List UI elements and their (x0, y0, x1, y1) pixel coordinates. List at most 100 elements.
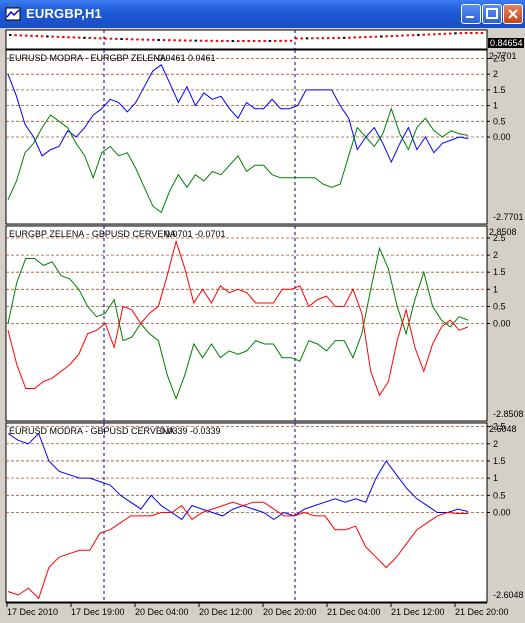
window-title: EURGBP,H1 (26, 6, 102, 21)
time-label: 20 Dec 20:00 (263, 607, 317, 617)
price-bar (327, 37, 330, 40)
price-bar (369, 35, 372, 38)
price-bar (236, 39, 240, 42)
axis-tick-label: 0.5 (493, 301, 506, 311)
chart-canvas[interactable]: 0.84654 EURUSD MODRA - EURGBP ZELENA-0.0… (0, 28, 525, 623)
time-label: 21 Dec 20:00 (455, 607, 509, 617)
series-line-2 (7, 501, 468, 600)
price-bar (406, 34, 409, 37)
price-bar (422, 33, 425, 36)
price-bar (395, 34, 399, 37)
axis-min-label: -2.7701 (493, 212, 524, 222)
price-bar (475, 32, 478, 34)
minimize-icon (466, 16, 474, 18)
price-bar (35, 35, 38, 38)
price-bar (231, 39, 235, 42)
price-bar (210, 39, 213, 42)
axis-tick-label: 0.00 (493, 319, 511, 329)
close-button[interactable] (503, 4, 523, 24)
price-bar (380, 35, 383, 38)
price-bar (93, 37, 97, 40)
price-bar (141, 38, 144, 41)
axis-min-label: -2.8508 (493, 409, 524, 419)
price-bar (321, 37, 325, 40)
price-panel[interactable] (5, 29, 488, 50)
series-line-2 (7, 107, 469, 214)
maximize-button[interactable] (482, 4, 502, 24)
price-bar (284, 39, 288, 42)
series-line-2 (7, 239, 469, 397)
price-bar (268, 39, 272, 42)
axis-tick-label: 1 (493, 473, 498, 483)
time-label: 17 Dec 19:00 (71, 607, 125, 617)
price-bar (385, 35, 388, 38)
price-bar (178, 39, 182, 42)
series-line-1 (7, 432, 469, 521)
axis-tick-label: 0.5 (493, 490, 506, 500)
axis-tick-label: 2.5 (493, 53, 506, 63)
price-bar (443, 32, 447, 35)
price-bar (353, 36, 356, 39)
axis-max-label: 2.7701 (489, 51, 517, 61)
current-price-label: 0.84654 (490, 38, 523, 48)
price-bar (348, 36, 351, 39)
price-bar (46, 35, 49, 38)
price-bar (146, 38, 150, 41)
time-label: 21 Dec 04:00 (327, 607, 381, 617)
price-bar (72, 36, 76, 39)
price-bar (417, 33, 420, 36)
price-bar (194, 39, 197, 42)
price-bar (459, 32, 462, 35)
price-bar (300, 37, 303, 40)
price-bar (120, 38, 123, 41)
price-bar (30, 34, 33, 37)
maximize-icon (486, 8, 498, 19)
title-bar[interactable]: EURGBP,H1 (0, 0, 525, 28)
price-bar (438, 33, 441, 36)
price-bar (263, 39, 266, 42)
price-bar (24, 34, 28, 37)
panel-title: EURUSD MODRA - GBPUSD CERVENA (9, 426, 174, 436)
price-bar (305, 37, 309, 40)
price-bar (125, 38, 129, 41)
indicator-panel-1[interactable]: EURUSD MODRA - EURGBP ZELENA-0.0461 0.04… (5, 49, 524, 225)
price-bar (173, 39, 176, 42)
price-bar (157, 38, 160, 41)
panel-values: -0.0461 0.0461 (155, 53, 216, 63)
price-bar (295, 37, 298, 40)
price-bar (258, 39, 261, 42)
price-bar (14, 34, 17, 37)
axis-tick-label: 1.5 (493, 456, 506, 466)
price-bar (289, 39, 293, 42)
axis-tick-label: 2.5 (493, 422, 506, 432)
axis-tick-label: 2 (493, 439, 498, 449)
price-bar (152, 38, 155, 41)
price-bar (311, 37, 314, 40)
minimize-button[interactable] (461, 4, 481, 24)
price-bar (332, 37, 335, 40)
axis-tick-label: 1 (493, 101, 498, 111)
panel-values: 0.0701 -0.0701 (165, 229, 226, 239)
price-bar (130, 38, 134, 41)
panel-title: EURUSD MODRA - EURGBP ZELENA (9, 53, 166, 63)
series-line-1 (7, 246, 469, 401)
price-bar (109, 37, 113, 40)
panel-title: EURGBP ZELENA - GBPUSD CERVENA (9, 229, 176, 239)
price-bar (40, 35, 44, 38)
price-bar (252, 39, 256, 42)
price-bar (454, 32, 457, 35)
time-label: 17 Dec 2010 (7, 607, 58, 617)
axis-max-label: 2.8508 (489, 227, 517, 237)
price-bar (199, 39, 203, 42)
price-bar (433, 33, 436, 36)
price-bar (168, 39, 171, 42)
axis-max-label: 2.6048 (489, 424, 517, 434)
axis-tick-label: 1 (493, 284, 498, 294)
price-bar (316, 37, 319, 40)
price-bar (247, 39, 250, 42)
price-bar (470, 32, 473, 34)
price-bar (221, 39, 224, 42)
price-bar (51, 35, 54, 38)
